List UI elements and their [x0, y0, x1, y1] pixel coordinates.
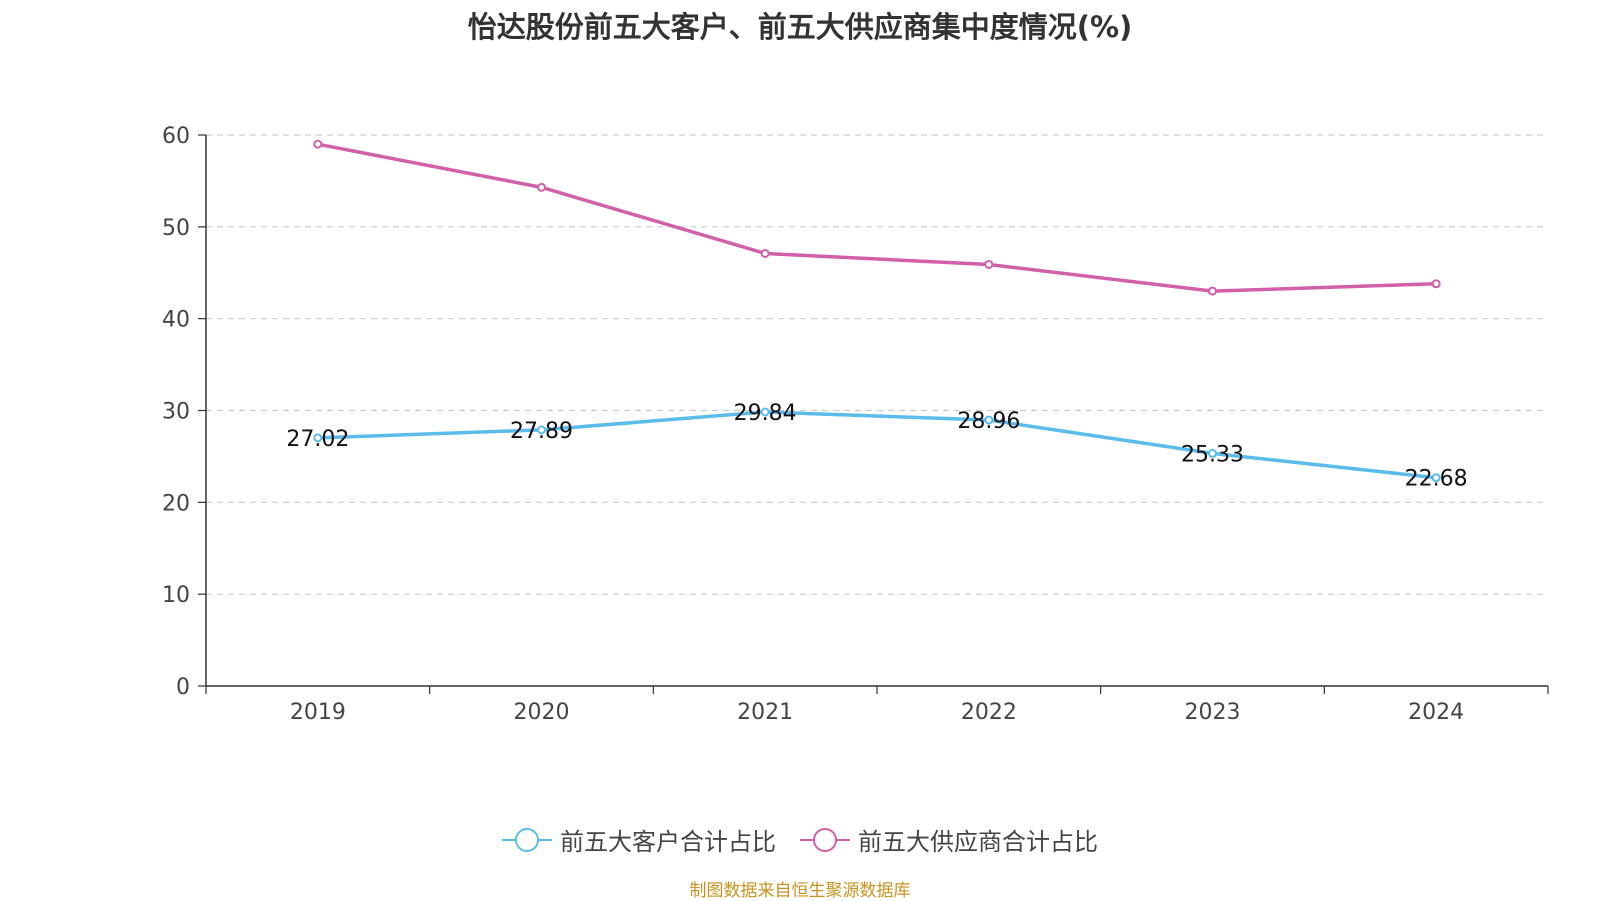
legend-label-suppliers: 前五大供应商合计占比: [858, 828, 1098, 856]
legend-marker-customers: [502, 827, 552, 852]
legend-item-suppliers[interactable]: 前五大供应商合计占比: [800, 822, 1098, 857]
data-point: [984, 259, 994, 269]
data-label: 22.68: [1405, 467, 1468, 492]
data-point: [760, 248, 770, 258]
x-tick-label: 2021: [737, 700, 793, 725]
y-tick-label: 40: [162, 308, 190, 333]
data-point: [313, 139, 323, 149]
data-point: [537, 425, 546, 435]
data-point: [760, 407, 770, 417]
y-tick-label: 50: [162, 216, 190, 241]
source-note: 制图数据来自恒生聚源数据库: [689, 881, 911, 901]
data-label: 25.33: [1181, 442, 1244, 467]
data-point: [313, 433, 323, 443]
data-point: [1208, 448, 1217, 458]
x-tick-label: 2024: [1408, 700, 1464, 725]
data-point: [1208, 286, 1217, 296]
chart-title: 怡达股份前五大客户、前五大供应商集中度情况(%): [467, 10, 1133, 44]
data-label: 27.02: [286, 427, 349, 452]
legend-label-customers: 前五大客户合计占比: [560, 828, 776, 856]
data-point: [1431, 279, 1441, 289]
y-tick-label: 10: [162, 583, 190, 608]
data-point: [984, 415, 994, 425]
data-label: 29.84: [734, 401, 797, 426]
legend-marker-suppliers: [800, 827, 850, 852]
data-point: [537, 182, 546, 192]
x-tick-label: 2022: [961, 700, 1017, 725]
y-tick-label: 60: [162, 124, 190, 149]
data-point: [1431, 473, 1441, 483]
legend-item-customers[interactable]: 前五大客户合计占比: [502, 822, 776, 857]
data-label: 27.89: [510, 419, 573, 444]
series-line-1: [317, 142, 1437, 293]
x-tick-label: 2019: [290, 700, 346, 725]
y-tick-label: 20: [162, 491, 190, 516]
x-tick-label: 2023: [1185, 700, 1241, 725]
data-label: 28.96: [957, 409, 1020, 434]
y-tick-label: 0: [176, 675, 190, 700]
x-tick-label: 2020: [514, 700, 570, 725]
series-line-0: [317, 410, 1437, 480]
y-tick-label: 30: [162, 400, 190, 425]
chart-legend: 前五大客户合计占比 前五大供应商合计占比: [0, 822, 1600, 857]
